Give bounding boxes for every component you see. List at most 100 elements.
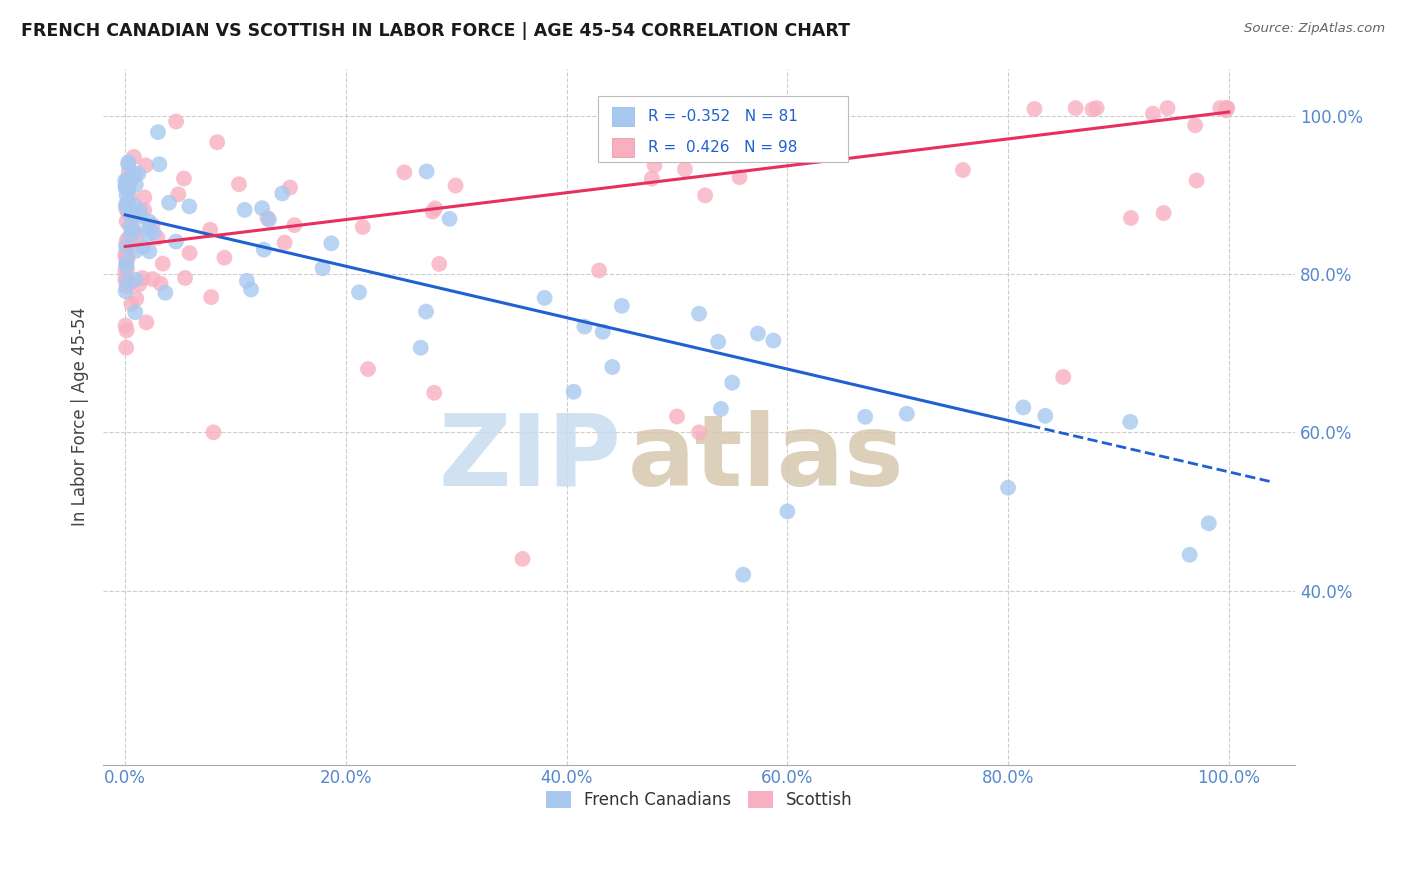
Point (115, 259, 138, 273)
Point (117, 204, 139, 219)
Point (1198, 516, 1220, 531)
Point (152, 257, 174, 271)
Point (1119, 415, 1142, 429)
Point (357, 362, 380, 376)
Point (1178, 548, 1201, 562)
Point (1184, 118, 1206, 132)
Point (115, 233, 138, 247)
Point (352, 219, 374, 234)
Point (815, 101, 838, 115)
Point (138, 244, 160, 259)
Point (128, 277, 150, 292)
Point (444, 178, 467, 193)
Point (127, 228, 149, 243)
Point (710, 401, 733, 416)
Point (138, 214, 160, 228)
Point (1215, 103, 1237, 118)
Point (115, 341, 138, 355)
Point (592, 325, 614, 339)
Point (125, 178, 148, 192)
Point (124, 167, 146, 181)
Point (666, 409, 689, 424)
Point (114, 179, 136, 194)
Point (124, 209, 146, 223)
Point (118, 219, 141, 233)
Point (762, 334, 785, 348)
Point (1215, 101, 1237, 115)
Text: ZIP: ZIP (439, 409, 621, 507)
Point (271, 186, 294, 201)
Point (179, 199, 201, 213)
Point (174, 271, 197, 285)
Y-axis label: In Labor Force | Age 45-54: In Labor Force | Age 45-54 (72, 307, 89, 526)
Point (253, 243, 276, 257)
Point (115, 244, 138, 259)
Point (200, 290, 222, 304)
Point (641, 171, 664, 186)
Point (149, 277, 172, 291)
Point (142, 218, 165, 232)
Point (1156, 101, 1178, 115)
Point (688, 425, 710, 440)
Point (165, 114, 187, 128)
Point (125, 292, 148, 306)
Point (311, 261, 333, 276)
Point (415, 164, 437, 178)
Point (115, 240, 138, 254)
Point (733, 567, 755, 582)
Point (321, 236, 343, 251)
Point (574, 319, 596, 334)
Point (117, 194, 139, 209)
Point (1081, 103, 1104, 117)
Legend: French Canadians, Scottish: French Canadians, Scottish (538, 784, 859, 815)
Point (155, 285, 177, 300)
Point (1024, 102, 1046, 116)
Point (427, 257, 450, 271)
Point (114, 318, 136, 333)
Point (742, 124, 765, 138)
Point (512, 552, 534, 566)
Point (141, 272, 163, 286)
Point (114, 272, 136, 286)
Point (1064, 101, 1087, 115)
Point (952, 163, 974, 178)
Point (138, 219, 160, 234)
Point (114, 284, 136, 298)
Point (600, 359, 623, 374)
Point (117, 183, 139, 197)
Point (118, 189, 141, 203)
Point (124, 305, 146, 319)
Point (120, 209, 142, 223)
Point (122, 225, 145, 239)
Point (114, 265, 136, 279)
Point (721, 376, 744, 390)
Point (214, 251, 236, 265)
Point (118, 205, 141, 219)
Point (115, 202, 138, 216)
Point (142, 226, 165, 240)
Point (1119, 211, 1142, 225)
Point (136, 227, 159, 242)
Point (115, 188, 138, 202)
Point (644, 158, 666, 172)
Point (205, 135, 228, 149)
Point (134, 190, 156, 204)
Point (1153, 206, 1175, 220)
Point (409, 341, 432, 355)
Point (997, 481, 1019, 495)
Point (117, 177, 139, 191)
Point (148, 157, 170, 171)
Point (127, 167, 149, 181)
Point (146, 125, 169, 139)
Point (1209, 101, 1232, 115)
Point (273, 235, 295, 250)
Point (283, 218, 305, 232)
Point (125, 244, 148, 258)
Point (250, 201, 273, 215)
Point (257, 212, 280, 227)
Point (146, 230, 169, 244)
Point (1012, 401, 1035, 415)
Point (562, 384, 585, 399)
Point (115, 178, 138, 193)
Point (347, 285, 370, 300)
